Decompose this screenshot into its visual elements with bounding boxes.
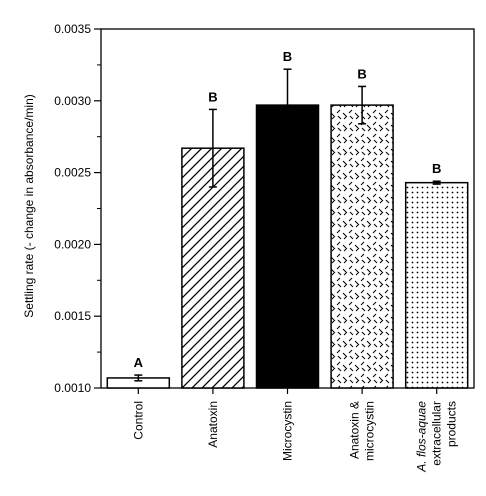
x-tick-label: Microcystin	[281, 401, 295, 461]
category-label-line: microcystin	[363, 401, 377, 461]
x-tick-label: A. flos-aquae extracellular products	[415, 401, 459, 473]
category-label-line: Control	[131, 401, 145, 440]
y-axis-title: Settling rate (- change in absorbance/mi…	[22, 94, 36, 317]
y-tick-label: 0.0035	[54, 22, 91, 36]
bars	[106, 68, 469, 389]
category-label-line: A. flos-aquae	[415, 401, 429, 473]
significance-label: B	[283, 49, 292, 64]
bar	[255, 104, 320, 389]
x-tick-label: Anatoxin	[206, 401, 220, 448]
bar	[181, 147, 245, 389]
y-tick-label: 0.0020	[54, 237, 91, 251]
y-tick-label: 0.0010	[54, 381, 91, 395]
significance-label: B	[208, 89, 217, 104]
y-tick-label: 0.0015	[54, 309, 91, 323]
labels: A Control B Anatoxin B Microcystin B Anatoxin &…	[131, 49, 458, 473]
significance-label: B	[357, 66, 366, 81]
category-label-line: Anatoxin &	[348, 401, 362, 459]
y-tick-label: 0.0025	[54, 166, 91, 180]
x-tick-label: Anatoxin & microcystin	[348, 401, 377, 461]
y-tick-label: 0.0030	[54, 94, 91, 108]
category-label-line: Microcystin	[281, 401, 295, 461]
category-label-line: products	[445, 401, 459, 447]
bar	[330, 104, 394, 389]
bar	[404, 181, 469, 389]
significance-label: B	[432, 161, 441, 176]
significance-label: A	[134, 355, 144, 370]
x-tick-label: Control	[131, 401, 145, 440]
category-label-line: Anatoxin	[206, 401, 220, 448]
category-label-line: extracellular	[430, 401, 444, 466]
